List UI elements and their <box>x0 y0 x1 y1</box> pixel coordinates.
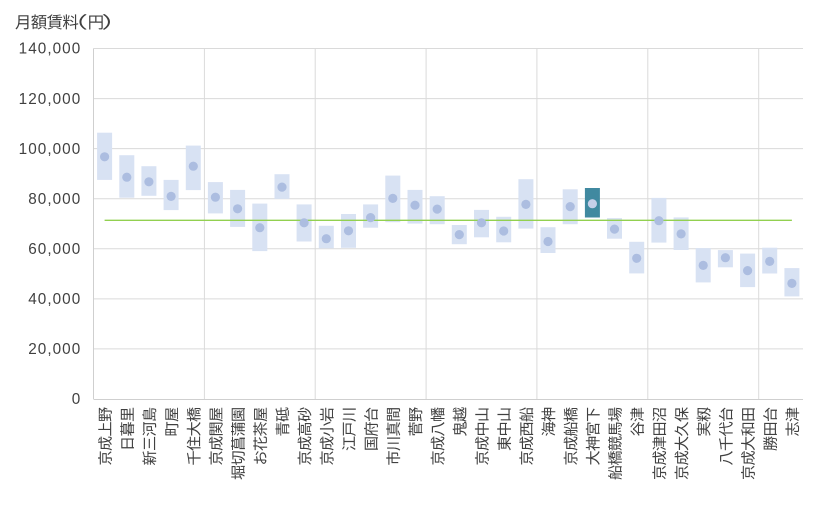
svg-text:40,000: 40,000 <box>28 291 81 308</box>
svg-text:0: 0 <box>72 391 82 408</box>
svg-text:140,000: 140,000 <box>19 41 82 58</box>
svg-text:120,000: 120,000 <box>19 91 82 108</box>
svg-text:60,000: 60,000 <box>28 241 81 258</box>
svg-text:100,000: 100,000 <box>19 141 82 158</box>
svg-text:20,000: 20,000 <box>28 341 81 358</box>
svg-text:80,000: 80,000 <box>28 191 81 208</box>
